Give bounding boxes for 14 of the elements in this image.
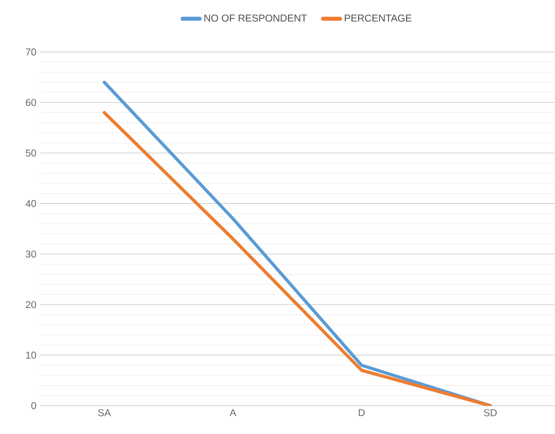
y-tick-label: 60 — [26, 99, 36, 106]
x-tick-label: SA — [98, 409, 111, 416]
y-tick-label: 50 — [26, 150, 36, 157]
y-tick-label: 20 — [26, 301, 36, 308]
legend-label: NO OF RESPONDENT — [204, 14, 307, 22]
y-tick-label: 10 — [26, 352, 36, 359]
y-tick-label: 0 — [31, 402, 36, 410]
y-tick-label: 30 — [26, 250, 36, 258]
legend-label: PERCENTAGE — [344, 14, 412, 22]
y-tick-label: 40 — [26, 200, 36, 208]
x-tick-label: D — [358, 409, 365, 416]
x-tick-label: SD — [484, 409, 497, 416]
x-tick-label: A — [230, 409, 236, 416]
y-tick-label: 70 — [26, 48, 36, 56]
